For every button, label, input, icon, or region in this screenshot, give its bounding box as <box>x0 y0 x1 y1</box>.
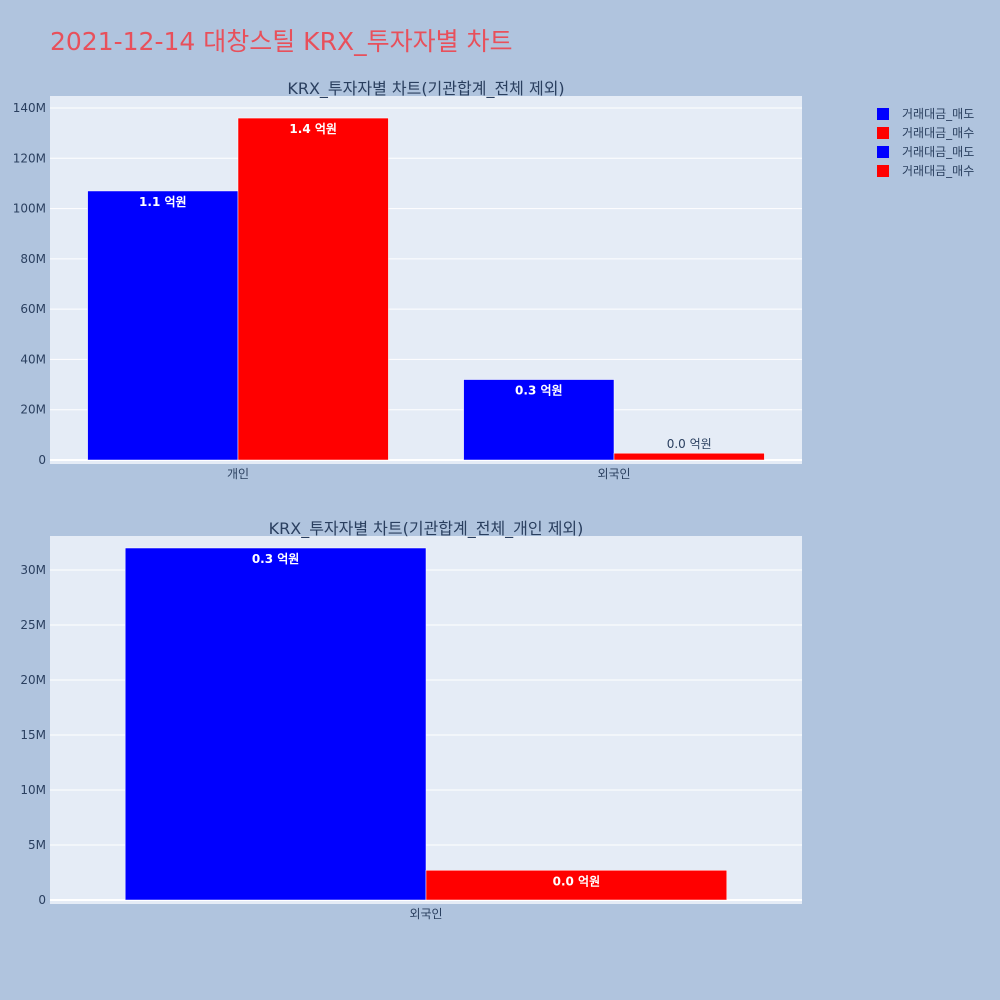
x-tick-label: 외국인 <box>409 907 442 921</box>
legend-label: 거래대금_매수 <box>902 164 974 178</box>
legend-swatch <box>877 165 889 177</box>
y-tick-label: 30M <box>20 563 46 577</box>
legend-item[interactable]: 거래대금_매도 <box>877 107 974 121</box>
data-label: 0.3 억원 <box>515 384 563 398</box>
y-tick-label: 40M <box>20 352 46 366</box>
legend-label: 거래대금_매수 <box>902 126 974 140</box>
y-tick-label: 20M <box>20 673 46 687</box>
y-tick-label: 120M <box>13 151 46 165</box>
y-tick-label: 0 <box>38 893 46 907</box>
subplot-title: KRX_투자자별 차트(기관합계_전체 제외) <box>287 79 564 99</box>
y-tick-label: 25M <box>20 618 46 632</box>
bar <box>124 547 427 901</box>
y-tick-label: 0 <box>38 453 46 467</box>
bar <box>463 379 615 461</box>
bar <box>87 190 239 461</box>
y-tick-label: 15M <box>20 728 46 742</box>
data-label: 1.1 억원 <box>139 195 187 209</box>
subplot-title: KRX_투자자별 차트(기관합계_전체_개인 제외) <box>269 519 584 539</box>
y-tick-label: 60M <box>20 302 46 316</box>
data-label: 0.0 억원 <box>553 874 601 888</box>
legend-label: 거래대금_매도 <box>902 145 974 159</box>
x-tick-label: 개인 <box>227 467 249 481</box>
legend-item[interactable]: 거래대금_매도 <box>877 145 974 159</box>
main-title: 2021-12-14 대창스틸 KRX_투자자별 차트 <box>50 27 513 56</box>
bar <box>613 452 765 461</box>
bar <box>237 117 389 461</box>
y-tick-label: 80M <box>20 252 46 266</box>
legend-swatch <box>877 108 889 120</box>
y-tick-label: 20M <box>20 403 46 417</box>
data-label: 0.3 억원 <box>252 552 300 566</box>
legend-label: 거래대금_매도 <box>902 107 974 121</box>
y-tick-label: 100M <box>13 202 46 216</box>
legend-item[interactable]: 거래대금_매수 <box>877 126 974 140</box>
y-tick-label: 10M <box>20 783 46 797</box>
y-tick-label: 140M <box>13 101 46 115</box>
data-label: 0.0 억원 <box>667 437 712 451</box>
bar <box>425 870 728 901</box>
y-tick-label: 5M <box>28 838 46 852</box>
legend-swatch <box>877 127 889 139</box>
x-tick-label: 외국인 <box>597 467 630 481</box>
legend-swatch <box>877 146 889 158</box>
data-label: 1.4 억원 <box>289 122 337 136</box>
legend-item[interactable]: 거래대금_매수 <box>877 164 974 178</box>
